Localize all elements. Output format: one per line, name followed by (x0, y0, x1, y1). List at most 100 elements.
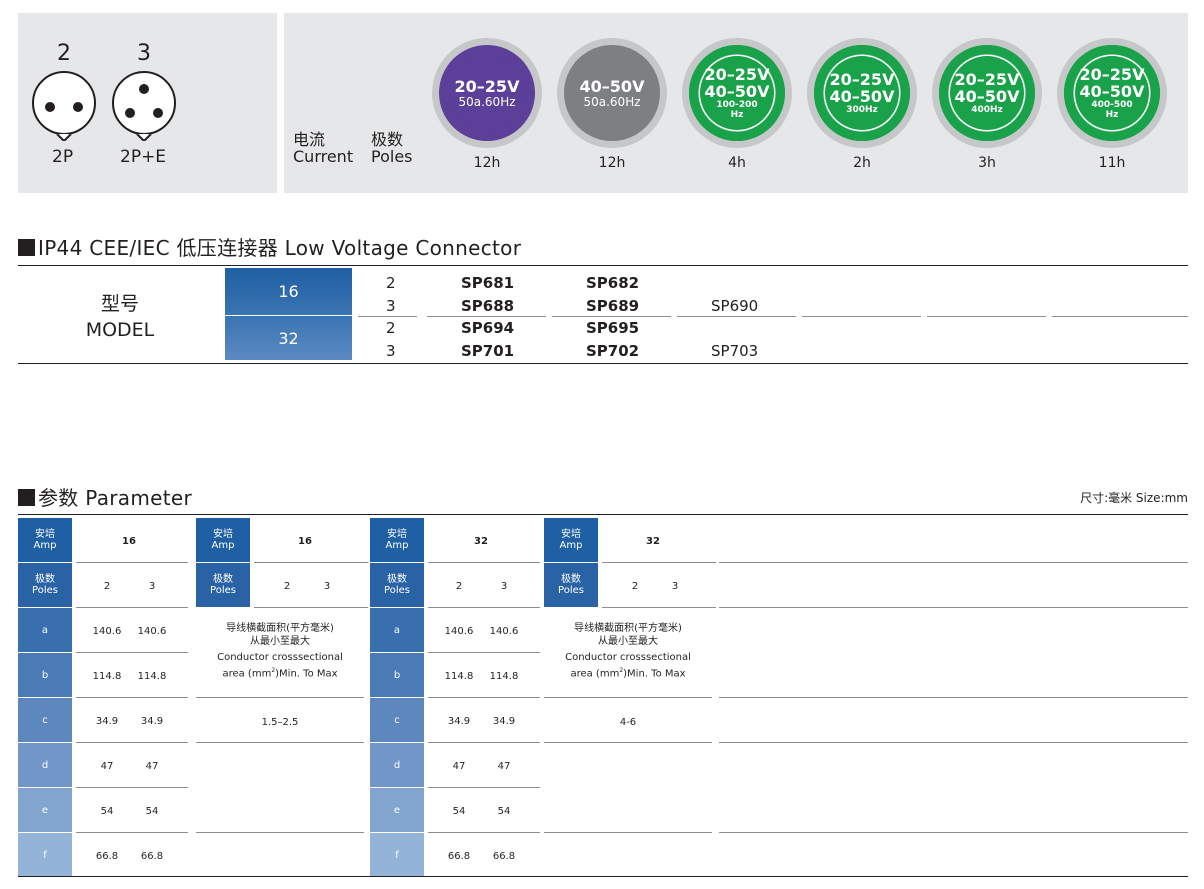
model-label-cn: 型号 (100, 293, 139, 315)
dimension-label-cell: e (18, 788, 72, 832)
dimension-label-cell: b (370, 653, 424, 697)
pin-label-2pe: 2P+E (120, 147, 167, 167)
dimension-label: d (41, 759, 49, 771)
group-divider (1052, 316, 1188, 317)
poles-header-cell: 极数 Poles (18, 563, 72, 607)
row-divider (76, 652, 188, 653)
dimension-label-cell: f (370, 833, 424, 877)
connector-section-title: IP44 CEE/IEC 低压连接器 Low Voltage Connector (18, 232, 521, 261)
poles-value: 2 (455, 581, 463, 592)
dimension-value: 34.9 (140, 716, 164, 727)
poles-16-2: 2 (386, 274, 396, 292)
dimension-label: f (395, 849, 399, 861)
dimension-value: 54 (452, 806, 466, 817)
dimension-value: 66.8 (492, 851, 516, 862)
poles-label-cn: 极数 (561, 574, 581, 585)
dimension-value: 66.8 (95, 851, 119, 862)
conductor-range: 4-6 (619, 717, 637, 728)
ring-hours-label: 12h (598, 155, 626, 171)
amp-label-cn: 安培 (387, 529, 407, 540)
dimension-value: 47 (100, 761, 114, 772)
poles-label-cn: 极数 (35, 574, 55, 585)
voltage-ring: 20–25V 40–50V 400-500 Hz (1057, 38, 1167, 148)
dimension-label-cell: c (370, 698, 424, 742)
row-divider (76, 697, 188, 698)
row-divider (76, 742, 188, 743)
row-divider (254, 607, 368, 608)
voltage-ring-band: 40–50V 50a.60Hz (564, 45, 660, 141)
voltage-ring-text: 20–25V (954, 70, 1020, 89)
ring-hours-label: 4h (728, 155, 746, 171)
voltage-ring-text: 40–50V (1079, 82, 1145, 101)
conductor-note-cn: 导线横截面积(平方毫米) (574, 623, 682, 634)
group-divider (802, 316, 921, 317)
conductor-range: 1.5–2.5 (261, 717, 299, 728)
row-divider (76, 787, 188, 788)
poles-value: 2 (103, 581, 111, 592)
dimension-value: 34.9 (447, 716, 471, 727)
model-sp689: SP689 (586, 297, 640, 315)
voltage-ring-text: 40–50V (829, 87, 895, 106)
amp-value: 16 (122, 536, 136, 547)
voltage-ring-text: 400Hz (971, 105, 1003, 115)
poles-label-cn: 极数 (387, 574, 407, 585)
dimension-value: 140.6 (137, 626, 167, 637)
model-sp702: SP702 (586, 342, 640, 360)
amp-label-en: Amp (33, 540, 57, 551)
row-divider (544, 742, 712, 743)
poles-header-cell: 极数 Poles (544, 563, 598, 607)
model-sp701: SP701 (461, 342, 515, 360)
voltage-ring-text: 20–25V (829, 70, 895, 89)
conductor-note-part: area (mm (222, 668, 272, 680)
section-square-icon (18, 239, 35, 256)
row-divider (428, 742, 540, 743)
voltage-ring-text: 20–25V (704, 65, 770, 84)
amp-header-cell: 安培 Amp (370, 518, 424, 562)
poles-value: 2 (631, 581, 639, 592)
dimension-label-cell: d (370, 743, 424, 787)
dimension-label-cell: a (370, 608, 424, 652)
row-divider (428, 832, 540, 833)
ring-hours-label: 3h (978, 155, 996, 171)
conductor-note: 导线横截面积(平方毫米) 从最小至最大 Conductor crosssection… (552, 622, 704, 680)
dimension-value: 114.8 (444, 671, 474, 682)
poles-label-en: Poles (558, 585, 584, 596)
row-divider (196, 697, 364, 698)
model-table-bottom-rule (18, 363, 1188, 364)
voltage-ring: 20–25V 40–50V 300Hz (807, 38, 917, 148)
voltage-ring-text: 20–25V (454, 76, 520, 96)
dimension-value: 140.6 (489, 626, 519, 637)
dimension-label: b (41, 669, 49, 681)
conductor-note-part: )Min. To Max (275, 668, 338, 680)
param-table-top-rule (18, 514, 1188, 515)
dimension-value: 34.9 (492, 716, 516, 727)
row-divider (719, 562, 1188, 563)
dimension-value: 34.9 (95, 716, 119, 727)
dimension-label: d (393, 759, 401, 771)
row-divider (76, 832, 188, 833)
pin-label-2p: 2P (52, 147, 74, 167)
poles-label-en: Poles (384, 585, 410, 596)
dimension-value: 140.6 (444, 626, 474, 637)
section-square-icon (18, 489, 35, 506)
poles-header-cell: 极数 Poles (196, 563, 250, 607)
row-divider (544, 832, 712, 833)
dimension-value: 66.8 (447, 851, 471, 862)
voltage-ring-text: 40–50V (704, 82, 770, 101)
legend-poles-cn: 极数 (371, 130, 404, 149)
legend-current-en: Current (293, 147, 354, 166)
row-divider (602, 607, 716, 608)
voltage-ring-band: 20–25V 40–50V 400-500 Hz (1064, 45, 1160, 141)
amp-label-en: Amp (559, 540, 583, 551)
voltage-ring-text: 40–50V (579, 76, 645, 96)
voltage-ring-core: 40–50V 50a.60Hz (575, 56, 649, 130)
conductor-note-en: Conductor crosssectional (565, 652, 691, 663)
dimension-label: f (43, 849, 47, 861)
dimension-label: a (393, 624, 401, 636)
amp-header-cell: 安培 Amp (196, 518, 250, 562)
voltage-ring-text: 20–25V (1079, 65, 1145, 84)
poles-value: 3 (500, 581, 508, 592)
voltage-ring-text: 100-200 (716, 100, 758, 110)
row-divider (428, 697, 540, 698)
model-sp694: SP694 (461, 319, 515, 337)
